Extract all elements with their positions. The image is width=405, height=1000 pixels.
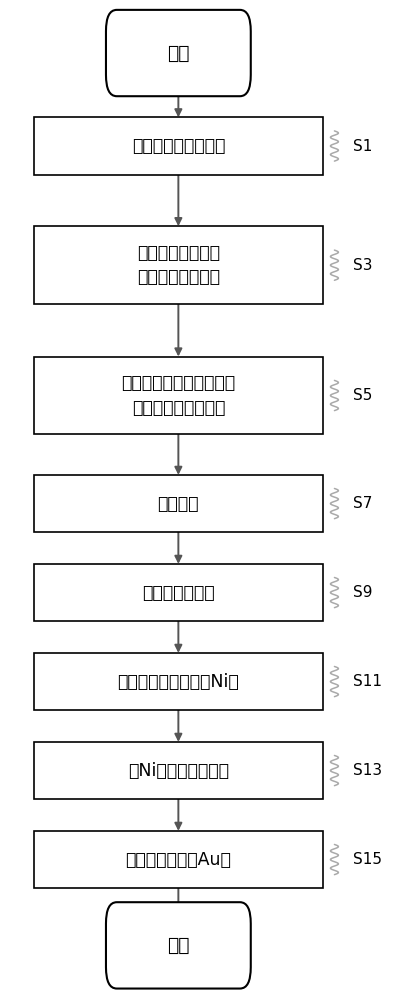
Text: S7: S7: [353, 496, 372, 511]
Text: S11: S11: [353, 674, 382, 689]
FancyBboxPatch shape: [34, 564, 323, 621]
FancyBboxPatch shape: [34, 475, 323, 532]
FancyBboxPatch shape: [106, 902, 251, 989]
Text: 开始: 开始: [167, 44, 190, 63]
FancyBboxPatch shape: [106, 10, 251, 96]
Text: S1: S1: [353, 139, 372, 154]
Text: S3: S3: [353, 258, 373, 273]
FancyBboxPatch shape: [34, 831, 323, 888]
Text: S13: S13: [353, 763, 382, 778]
FancyBboxPatch shape: [34, 742, 323, 799]
FancyBboxPatch shape: [34, 357, 323, 434]
FancyBboxPatch shape: [34, 117, 323, 175]
Text: 柔性覆销层叠膜的绵缘层
的下部中的下粘合层: 柔性覆销层叠膜的绵缘层 的下部中的下粘合层: [122, 374, 235, 417]
Text: S9: S9: [353, 585, 373, 600]
Text: 形成过孔: 形成过孔: [158, 495, 199, 513]
Text: 对柔性覆销层叠膜
的销箔层进行蚀刻: 对柔性覆销层叠膜 的销箔层进行蚀刻: [137, 244, 220, 286]
Text: S15: S15: [353, 852, 382, 867]
Text: 在Ni层上形成合金层: 在Ni层上形成合金层: [128, 762, 229, 780]
Text: S5: S5: [353, 388, 372, 403]
Text: 在合金层上形成Au层: 在合金层上形成Au层: [126, 851, 231, 869]
Text: 生产柔性覆销层叠膜: 生产柔性覆销层叠膜: [132, 137, 225, 155]
FancyBboxPatch shape: [34, 653, 323, 710]
Text: 在电路图案层上形成Ni层: 在电路图案层上形成Ni层: [117, 673, 239, 691]
FancyBboxPatch shape: [34, 226, 323, 304]
Text: 结束: 结束: [167, 936, 190, 955]
Text: 形成电路图案层: 形成电路图案层: [142, 584, 215, 602]
